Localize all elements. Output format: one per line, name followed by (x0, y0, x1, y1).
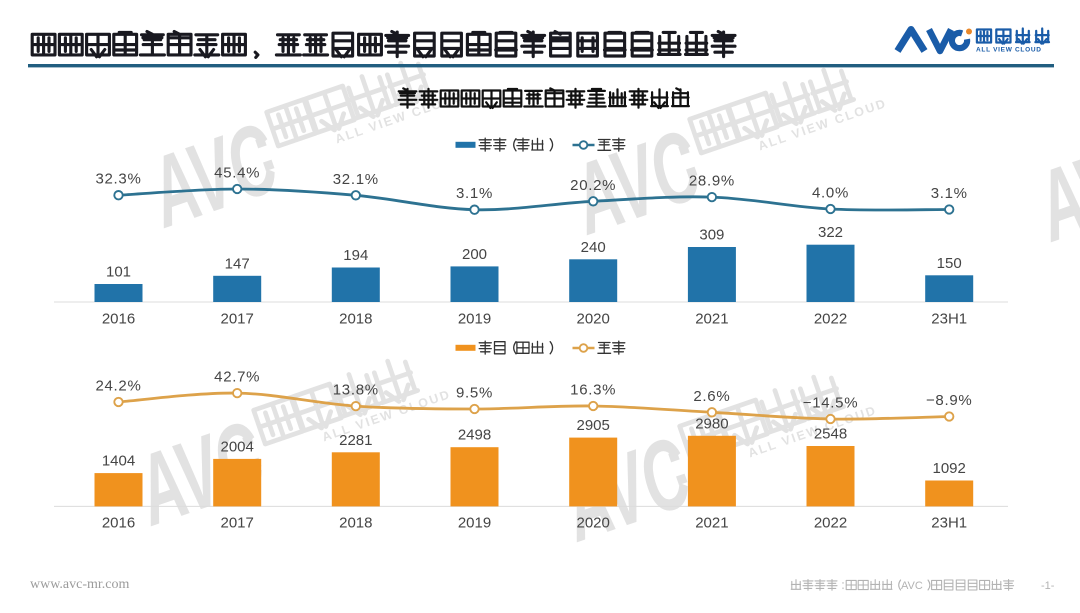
svg-text:24.2%: 24.2% (95, 378, 141, 395)
svg-text:150: 150 (937, 255, 962, 272)
svg-text:101: 101 (106, 264, 131, 281)
svg-text:2019: 2019 (458, 310, 491, 327)
svg-text:2017: 2017 (221, 310, 254, 327)
svg-text:2017: 2017 (221, 515, 254, 532)
svg-text:−8.9%: −8.9% (926, 392, 972, 409)
svg-text:2021: 2021 (695, 515, 728, 532)
svg-text:2.6%: 2.6% (693, 388, 730, 405)
svg-text:200: 200 (462, 246, 487, 263)
svg-text:2498: 2498 (458, 427, 491, 444)
svg-text:4.0%: 4.0% (812, 185, 849, 202)
svg-text:322: 322 (818, 224, 843, 241)
svg-text:42.7%: 42.7% (214, 369, 260, 386)
svg-text:2018: 2018 (339, 310, 372, 327)
svg-text:32.1%: 32.1% (333, 171, 379, 188)
svg-text:www.avc-mr.com: www.avc-mr.com (30, 577, 130, 592)
svg-text:32.3%: 32.3% (95, 171, 141, 188)
svg-text:147: 147 (225, 255, 250, 272)
svg-text:194: 194 (343, 247, 368, 264)
svg-text:2281: 2281 (339, 432, 372, 449)
svg-text:2905: 2905 (577, 417, 610, 434)
svg-text:3.1%: 3.1% (456, 185, 493, 202)
svg-text:16.3%: 16.3% (570, 382, 616, 399)
svg-text:23H1: 23H1 (931, 310, 967, 327)
svg-text:2022: 2022 (814, 515, 847, 532)
svg-text:-1-: -1- (1041, 580, 1055, 592)
svg-text:2020: 2020 (577, 310, 610, 327)
svg-text:1404: 1404 (102, 453, 135, 470)
svg-text:3.1%: 3.1% (931, 185, 968, 202)
svg-text:13.8%: 13.8% (333, 382, 379, 399)
svg-text:2018: 2018 (339, 515, 372, 532)
svg-text:2980: 2980 (695, 415, 728, 432)
svg-text:AVC: AVC (901, 580, 923, 592)
svg-text:AVC: AVC (134, 102, 291, 250)
svg-text:2021: 2021 (695, 310, 728, 327)
svg-text:45.4%: 45.4% (214, 165, 260, 182)
svg-text:240: 240 (581, 239, 606, 256)
svg-text:2016: 2016 (102, 515, 135, 532)
svg-text:1092: 1092 (933, 460, 966, 477)
svg-text:2548: 2548 (814, 426, 847, 443)
svg-text:2020: 2020 (577, 515, 610, 532)
svg-text:−14.5%: −14.5% (803, 395, 859, 412)
svg-text:2004: 2004 (221, 438, 254, 455)
svg-text:28.9%: 28.9% (689, 173, 735, 190)
svg-text:23H1: 23H1 (931, 515, 967, 532)
svg-text:2022: 2022 (814, 310, 847, 327)
svg-text:9.5%: 9.5% (456, 385, 493, 402)
svg-text:ALL VIEW CLOUD: ALL VIEW CLOUD (976, 47, 1042, 54)
svg-text:20.2%: 20.2% (570, 177, 616, 194)
svg-text:2019: 2019 (458, 515, 491, 532)
svg-text:AVC: AVC (1021, 116, 1080, 264)
svg-text:2016: 2016 (102, 310, 135, 327)
svg-text:309: 309 (699, 227, 724, 244)
